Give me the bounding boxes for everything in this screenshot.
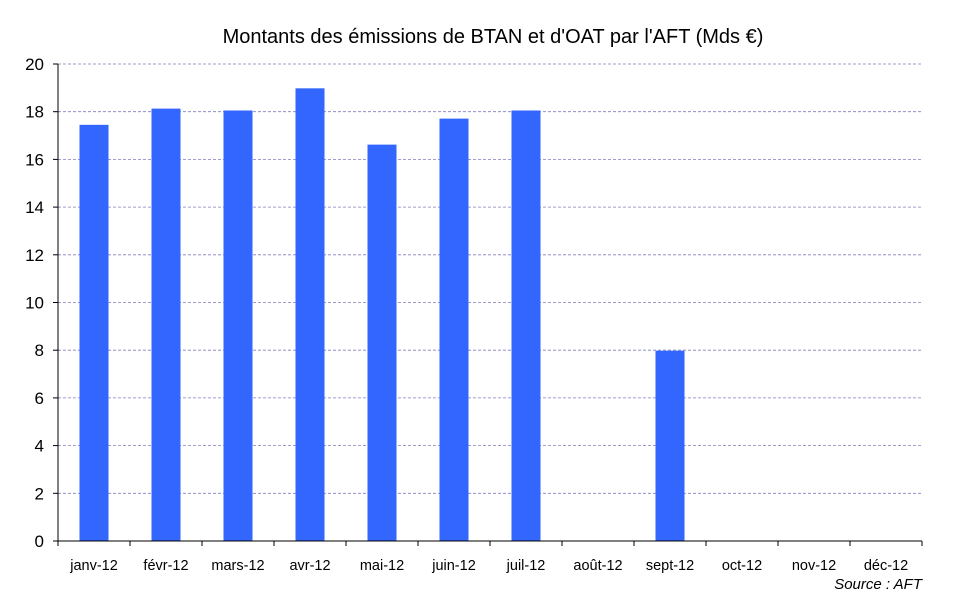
y-tick-label: 14 <box>25 198 44 217</box>
y-tick-label: 0 <box>35 532 44 551</box>
y-tick-label: 8 <box>35 341 44 360</box>
y-tick-label: 2 <box>35 484 44 503</box>
bar <box>655 350 685 541</box>
bar <box>511 110 541 541</box>
bar <box>79 124 109 541</box>
x-tick-label: mai-12 <box>360 558 404 574</box>
y-tick-label: 20 <box>25 55 44 74</box>
x-tick-labels: janv-12 févr-12 mars-12 avr-12 mai-12 juin-12… <box>69 558 908 574</box>
bar <box>223 110 253 541</box>
bars <box>79 88 685 542</box>
axes <box>53 63 923 546</box>
bar <box>295 88 325 542</box>
x-tick-label: août-12 <box>573 558 622 574</box>
bar <box>439 118 469 541</box>
x-tick-label: sept-12 <box>646 558 694 574</box>
source-annotation: Source : AFT <box>834 576 924 593</box>
x-tick-label: nov-12 <box>792 558 836 574</box>
x-tick-label: juin-12 <box>431 558 476 574</box>
y-tick-label: 4 <box>35 437 44 456</box>
y-tick-label: 6 <box>35 389 44 408</box>
y-tick-labels: 0 2 4 6 8 10 12 14 16 18 20 <box>25 55 44 551</box>
y-tick-label: 12 <box>25 246 44 265</box>
x-tick-label: mars-12 <box>211 558 264 574</box>
chart-title: Montants des émissions de BTAN et d'OAT … <box>223 26 764 48</box>
x-tick-label: avr-12 <box>289 558 330 574</box>
x-tick-label: juil-12 <box>506 558 546 574</box>
x-tick-label: janv-12 <box>69 558 118 574</box>
bar <box>367 144 397 541</box>
y-tick-label: 18 <box>25 103 44 122</box>
x-tick-label: déc-12 <box>864 558 908 574</box>
y-tick-label: 10 <box>25 294 44 313</box>
x-tick-label: oct-12 <box>722 558 762 574</box>
gridlines <box>58 63 922 494</box>
bar <box>151 108 181 542</box>
x-tick-label: févr-12 <box>143 558 188 574</box>
y-tick-label: 16 <box>25 150 44 169</box>
